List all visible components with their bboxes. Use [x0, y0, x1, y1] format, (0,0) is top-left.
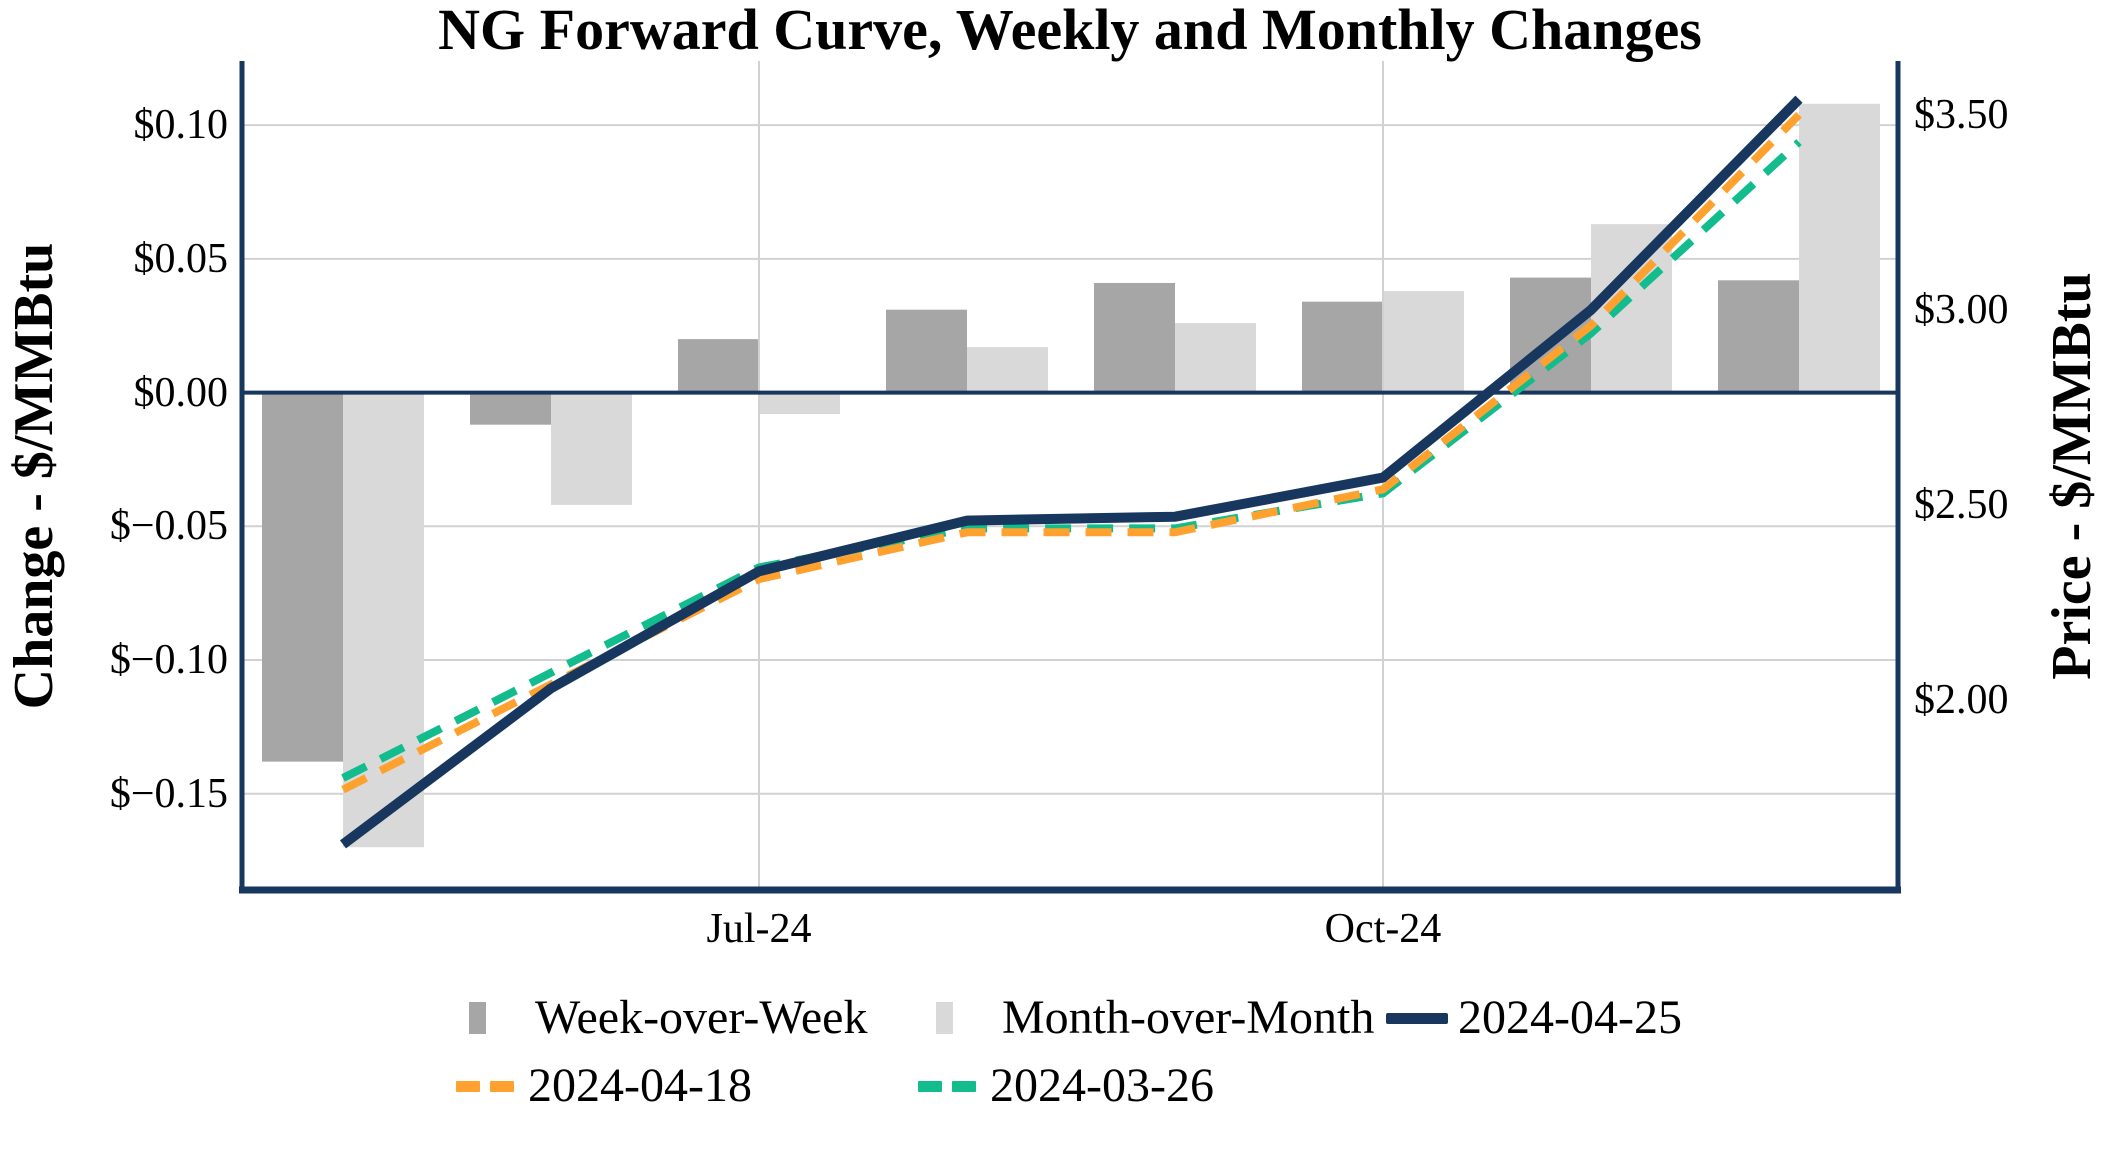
bar-week-over-week	[262, 392, 343, 762]
bar-month-over-month	[1383, 290, 1464, 393]
bar-week-over-week	[1094, 282, 1175, 393]
bar-week-over-week	[1718, 280, 1799, 393]
legend-item-2024-04-18: 2024-04-18	[456, 1058, 752, 1114]
y-tick-label-right: $2.50	[1914, 481, 2009, 528]
bar-week-over-week	[470, 392, 551, 425]
month-over-month-swatch-icon	[936, 1002, 953, 1034]
bar-month-over-month	[343, 392, 424, 848]
dashed-line-swatch-icon	[918, 1080, 942, 1092]
week-over-week-swatch-icon	[469, 1002, 486, 1034]
dashed-line-swatch-icon	[456, 1080, 480, 1092]
y-tick-label-left: $−0.15	[109, 770, 228, 817]
line-2024-03-26	[341, 139, 1802, 782]
legend-item-week-over-week: Week-over-Week	[463, 990, 867, 1046]
y-tick-label-left: $0.10	[133, 102, 229, 149]
legend-item-month-over-month: Month-over-Month	[930, 990, 1374, 1046]
bar-month-over-month	[1175, 323, 1256, 393]
y-axis-right-title: Price - $/MMBtu	[2041, 272, 2103, 680]
legend-label: Week-over-Week	[535, 991, 868, 1044]
y-tick-label-right: $3.50	[1914, 91, 2009, 138]
bar-month-over-month	[1591, 224, 1672, 393]
bar-week-over-week	[678, 339, 759, 393]
legend-item-2024-03-26: 2024-03-26	[918, 1058, 1214, 1114]
y-tick-label-right: $3.00	[1914, 286, 2009, 333]
y-tick-label-right: $2.00	[1914, 677, 2009, 723]
legend-item-2024-04-25: 2024-04-25	[1386, 990, 1682, 1046]
bar-month-over-month	[551, 392, 632, 505]
bar-month-over-month	[1799, 103, 1880, 393]
legend-label: Month-over-Month	[1002, 991, 1375, 1044]
x-tick-label: Jul-24	[706, 906, 812, 952]
bar-month-over-month	[759, 392, 840, 414]
legend-label: 2024-03-26	[990, 1059, 1214, 1112]
x-tick-label: Oct-24	[1324, 906, 1442, 952]
dashed-line-swatch-icon	[952, 1080, 976, 1092]
legend-label: 2024-04-18	[528, 1059, 752, 1112]
bar-month-over-month	[967, 347, 1048, 393]
line-2024-04-25	[339, 95, 1803, 849]
y-tick-label-left: $−0.05	[109, 503, 228, 550]
bar-week-over-week	[1302, 301, 1383, 393]
legend-label: 2024-04-25	[1458, 991, 1682, 1044]
y-tick-label-left: $0.05	[133, 235, 229, 282]
bar-week-over-week	[886, 309, 967, 393]
dashed-line-swatch-icon	[490, 1080, 514, 1092]
chart-title: NG Forward Curve, Weekly and Monthly Cha…	[438, 0, 1702, 62]
y-tick-label-left: $0.00	[133, 369, 229, 416]
y-tick-label-left: $−0.10	[109, 637, 228, 684]
solid-line-swatch-icon	[1386, 1012, 1448, 1024]
